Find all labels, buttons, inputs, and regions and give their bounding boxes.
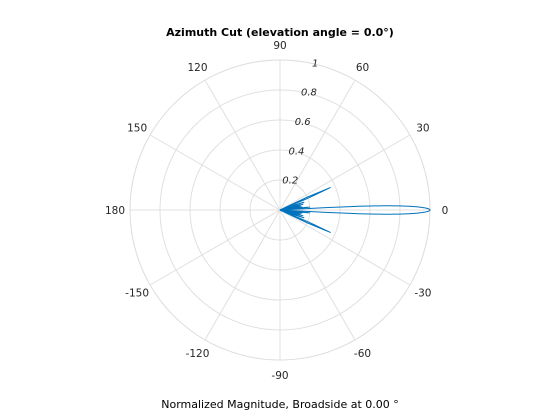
angular-grid-line: [204, 79, 281, 211]
angle-tick-label: 150: [127, 123, 147, 135]
angular-grid-line: [279, 209, 411, 286]
angular-grid-line: [149, 209, 281, 286]
angle-tick-label: -120: [186, 348, 210, 360]
radial-tick-label: 0.4: [289, 146, 305, 157]
angle-tick-label: 180: [105, 205, 125, 217]
side-lobe: [279, 186, 331, 211]
angular-grid-line: [149, 134, 281, 211]
angle-tick-label: -60: [354, 348, 371, 360]
side-lobe: [279, 201, 305, 211]
angle-tick-label: -90: [271, 370, 288, 382]
side-lobe: [279, 209, 305, 219]
angular-grid-line: [279, 209, 356, 341]
radial-tick-label: 0.2: [282, 176, 298, 187]
angle-tick-label: 120: [187, 62, 207, 74]
chart-title: Azimuth Cut (elevation angle = 0.0°): [166, 26, 394, 39]
angle-tick-label: 30: [416, 123, 429, 135]
radial-tick-label: 1: [312, 58, 318, 69]
main-lobe: [279, 205, 431, 215]
angular-grid-line: [279, 79, 356, 211]
angle-tick-label: -30: [414, 288, 431, 300]
angular-grid-line: [279, 134, 411, 211]
radial-tick-label: 0.8: [301, 88, 317, 99]
angle-tick-label: 90: [273, 40, 286, 52]
angle-tick-label: 0: [442, 205, 449, 217]
angle-tick-label: 60: [356, 62, 369, 74]
x-axis-label: Normalized Magnitude, Broadside at 0.00 …: [161, 398, 399, 411]
angular-grid-line: [204, 209, 281, 341]
radial-tick-label: 0.6: [295, 117, 311, 128]
side-lobe: [279, 209, 331, 234]
angle-tick-label: -150: [125, 288, 149, 300]
